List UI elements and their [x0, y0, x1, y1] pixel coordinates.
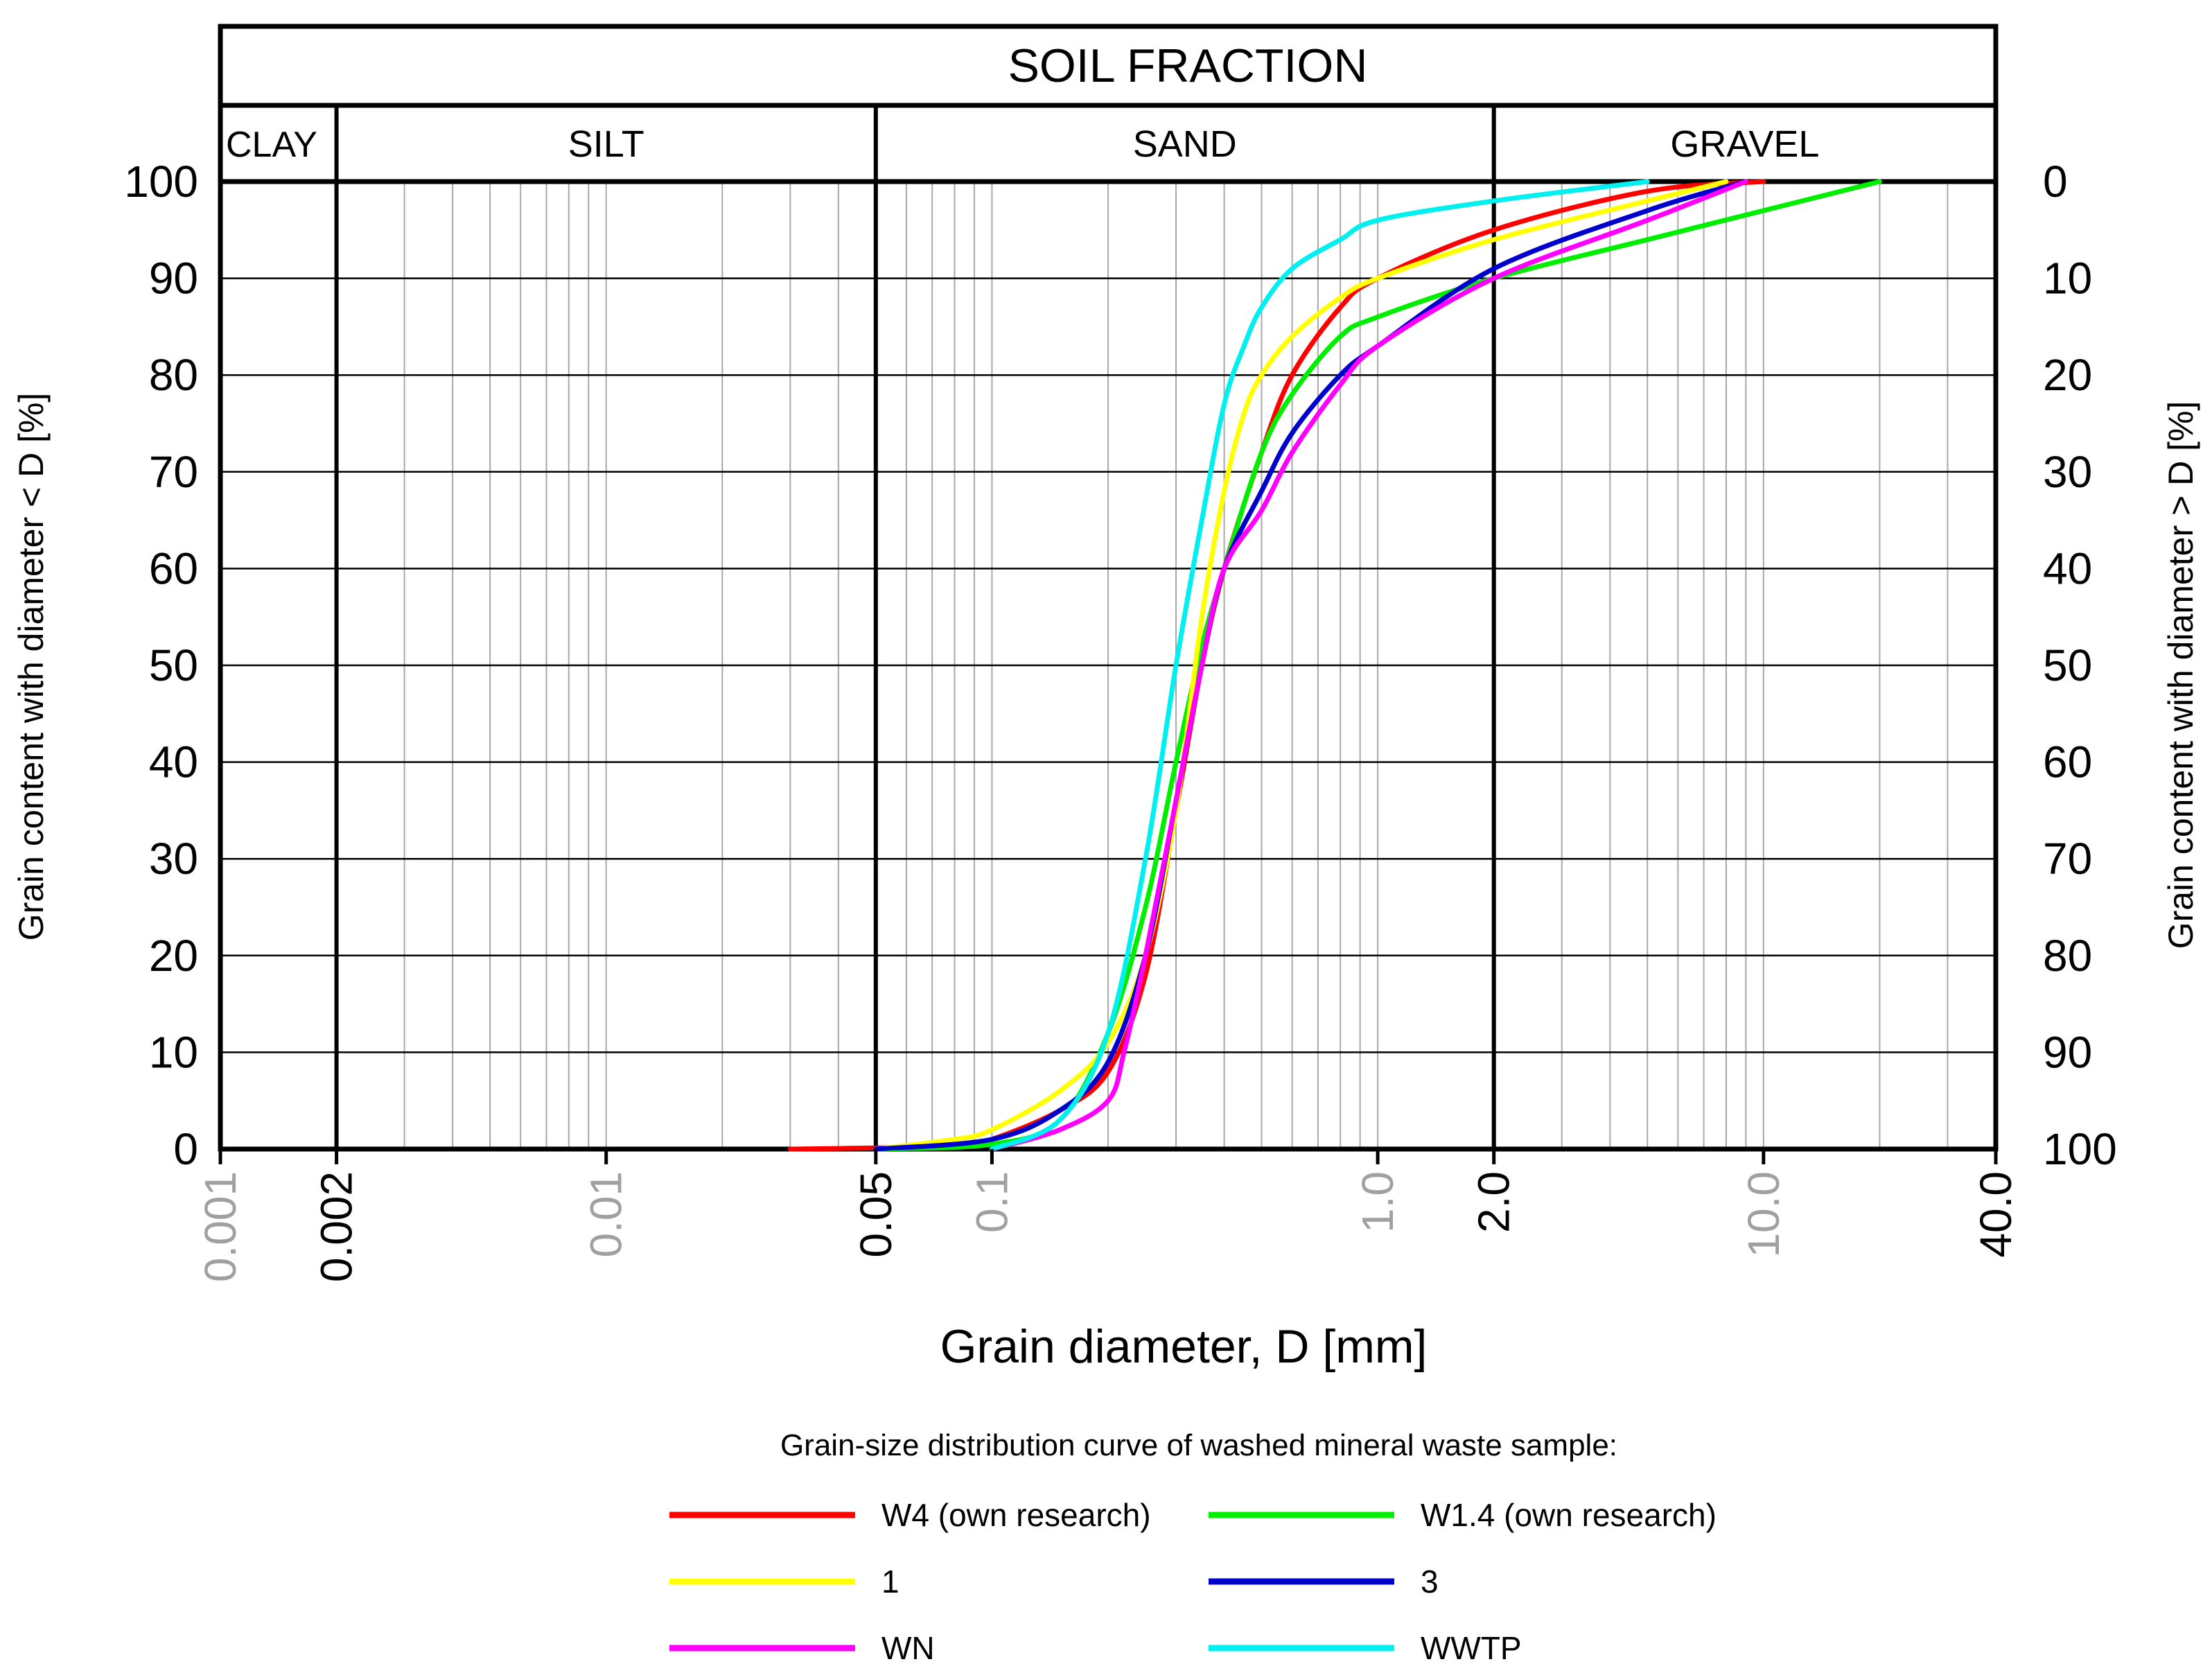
x-tick-label: 0.001 [195, 1171, 245, 1282]
legend-label: 3 [1421, 1563, 1439, 1600]
y-left-tick-label: 80 [149, 350, 198, 400]
legend-item: WWTP [1209, 1630, 1522, 1666]
y-right-tick-label: 20 [2043, 350, 2092, 400]
x-tick-label: 40.0 [1971, 1171, 2021, 1258]
x-axis-label: Grain diameter, D [mm] [940, 1320, 1428, 1373]
x-tick-label: 1.0 [1353, 1171, 1403, 1233]
horizontal-gridlines [220, 277, 1996, 1053]
fraction-label-gravel: GRAVEL [1670, 123, 1819, 165]
y-axis-right-label: Grain content with diameter > D [%] [2161, 401, 2200, 949]
outer-frame [218, 24, 1999, 1152]
legend-label: WWTP [1421, 1630, 1522, 1666]
fraction-label-sand: SAND [1133, 123, 1237, 165]
y-left-tick-label: 20 [149, 931, 198, 981]
y-right-tick-label: 0 [2043, 157, 2068, 207]
legend-item: W4 (own research) [669, 1497, 1151, 1533]
y-left-tick-label: 40 [149, 737, 198, 787]
series-line-5 [989, 179, 1748, 1152]
y-left-tick-label: 60 [149, 543, 198, 593]
y-right-tick-label: 60 [2043, 737, 2092, 787]
x-tick-label: 0.1 [967, 1171, 1017, 1233]
legend-label: W1.4 (own research) [1421, 1497, 1717, 1533]
y-left-tick-label: 0 [173, 1124, 198, 1174]
y-left-tick-label: 70 [149, 447, 198, 497]
series-line-3 [873, 179, 1729, 1152]
legend-item: W1.4 (own research) [1209, 1497, 1717, 1533]
legend-label: 1 [881, 1563, 899, 1600]
x-tick-label: 10.0 [1739, 1171, 1789, 1258]
y-left-tick-label: 90 [149, 254, 198, 304]
legend-label: W4 (own research) [881, 1497, 1151, 1533]
y-right-tick-label: 100 [2043, 1124, 2117, 1174]
fraction-label-clay: CLAY [226, 125, 317, 165]
x-axis-tick-labels: 0.001 0.002 0.01 0.05 0.1 1.0 2.0 10.0 40.0 [195, 1149, 2021, 1282]
legend-item: 3 [1209, 1563, 1439, 1600]
y-left-tick-label: 100 [124, 157, 198, 207]
legend-label: WN [881, 1630, 935, 1666]
fraction-labels: CLAY SILT SAND GRAVEL [226, 123, 1819, 165]
legend-title: Grain-size distribution curve of washed … [780, 1428, 1617, 1462]
series-lines [787, 179, 1882, 1152]
x-tick-label: 0.05 [851, 1171, 901, 1258]
y-right-tick-label: 50 [2043, 640, 2092, 690]
x-tick-label: 0.002 [312, 1171, 362, 1282]
y-right-tick-label: 70 [2043, 834, 2092, 884]
legend-item: 1 [669, 1563, 899, 1600]
y-left-tick-label: 50 [149, 640, 198, 690]
fraction-label-silt: SILT [568, 123, 644, 165]
y-left-tick-label: 30 [149, 834, 198, 884]
legend: W4 (own research) W1.4 (own research) 1 3 WN… [669, 1497, 1717, 1666]
chart-title: SOIL FRACTION [1008, 40, 1368, 92]
y-right-tick-label: 80 [2043, 931, 2092, 981]
y-left-tick-label: 10 [149, 1027, 198, 1077]
y-axis-left-label: Grain content with diameter < D [%] [12, 393, 51, 941]
fraction-boundary-lines [334, 105, 1496, 1149]
y-right-tick-label: 10 [2043, 254, 2092, 304]
y-right-tick-label: 90 [2043, 1027, 2092, 1077]
y-axis-left-tick-labels: 0 10 20 30 40 50 60 70 80 90 100 [124, 157, 198, 1174]
x-tick-label: 0.01 [581, 1171, 631, 1258]
chart-frame [218, 24, 1999, 1152]
y-right-tick-label: 30 [2043, 447, 2092, 497]
series-line-6 [989, 179, 1650, 1152]
legend-item: WN [669, 1630, 935, 1666]
y-right-tick-label: 40 [2043, 543, 2092, 593]
x-tick-label: 2.0 [1469, 1171, 1519, 1233]
